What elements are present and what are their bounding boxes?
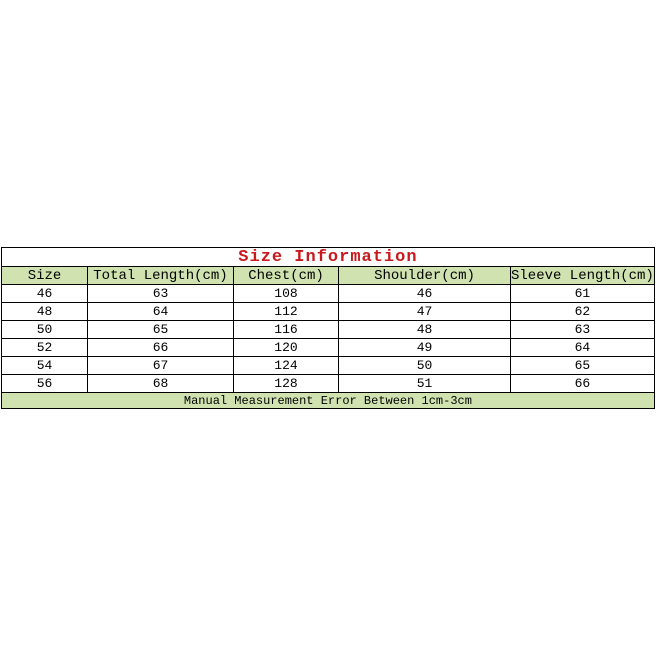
column-header: Shoulder(cm) — [338, 266, 511, 285]
table-row: 50 65 116 48 63 — [1, 320, 655, 339]
table-row: 46 63 108 46 61 — [1, 284, 655, 303]
table-cell: 63 — [510, 320, 655, 339]
table-cell: 46 — [338, 284, 511, 303]
table-cell: 116 — [233, 320, 339, 339]
size-table-body: Size Information Size Total Length(cm) Ches… — [1, 247, 655, 409]
table-cell: 50 — [338, 356, 511, 375]
table-cell: 46 — [1, 284, 88, 303]
table-cell: 66 — [87, 338, 234, 357]
table-footnote: Manual Measurement Error Between 1cm-3cm — [1, 392, 655, 409]
table-cell: 64 — [510, 338, 655, 357]
title-row: Size Information — [1, 247, 655, 267]
column-header: Size — [1, 266, 88, 285]
table-cell: 128 — [233, 374, 339, 393]
table-cell: 120 — [233, 338, 339, 357]
table-cell: 66 — [510, 374, 655, 393]
table-cell: 62 — [510, 302, 655, 321]
table-cell: 108 — [233, 284, 339, 303]
table-cell: 124 — [233, 356, 339, 375]
table-cell: 56 — [1, 374, 88, 393]
column-header: Sleeve Length(cm) — [510, 266, 655, 285]
table-cell: 64 — [87, 302, 234, 321]
table-cell: 112 — [233, 302, 339, 321]
table-cell: 63 — [87, 284, 234, 303]
table-cell: 51 — [338, 374, 511, 393]
table-cell: 49 — [338, 338, 511, 357]
table-cell: 68 — [87, 374, 234, 393]
column-header: Chest(cm) — [233, 266, 339, 285]
table-cell: 47 — [338, 302, 511, 321]
table-cell: 65 — [87, 320, 234, 339]
table-row: 56 68 128 51 66 — [1, 374, 655, 393]
table-cell: 67 — [87, 356, 234, 375]
table-row: 48 64 112 47 62 — [1, 302, 655, 321]
table-cell: 48 — [338, 320, 511, 339]
table-cell: 65 — [510, 356, 655, 375]
size-information-table: Size Information Size Total Length(cm) Ches… — [1, 247, 655, 409]
column-header: Total Length(cm) — [87, 266, 234, 285]
table-cell: 54 — [1, 356, 88, 375]
header-row: Size Total Length(cm) Chest(cm) Shoulder(cm… — [1, 266, 655, 285]
table-cell: 52 — [1, 338, 88, 357]
table-cell: 48 — [1, 302, 88, 321]
table-row: 52 66 120 49 64 — [1, 338, 655, 357]
table-cell: 61 — [510, 284, 655, 303]
footer-row: Manual Measurement Error Between 1cm-3cm — [1, 392, 655, 409]
table-title: Size Information — [1, 247, 655, 267]
table-cell: 50 — [1, 320, 88, 339]
table-row: 54 67 124 50 65 — [1, 356, 655, 375]
